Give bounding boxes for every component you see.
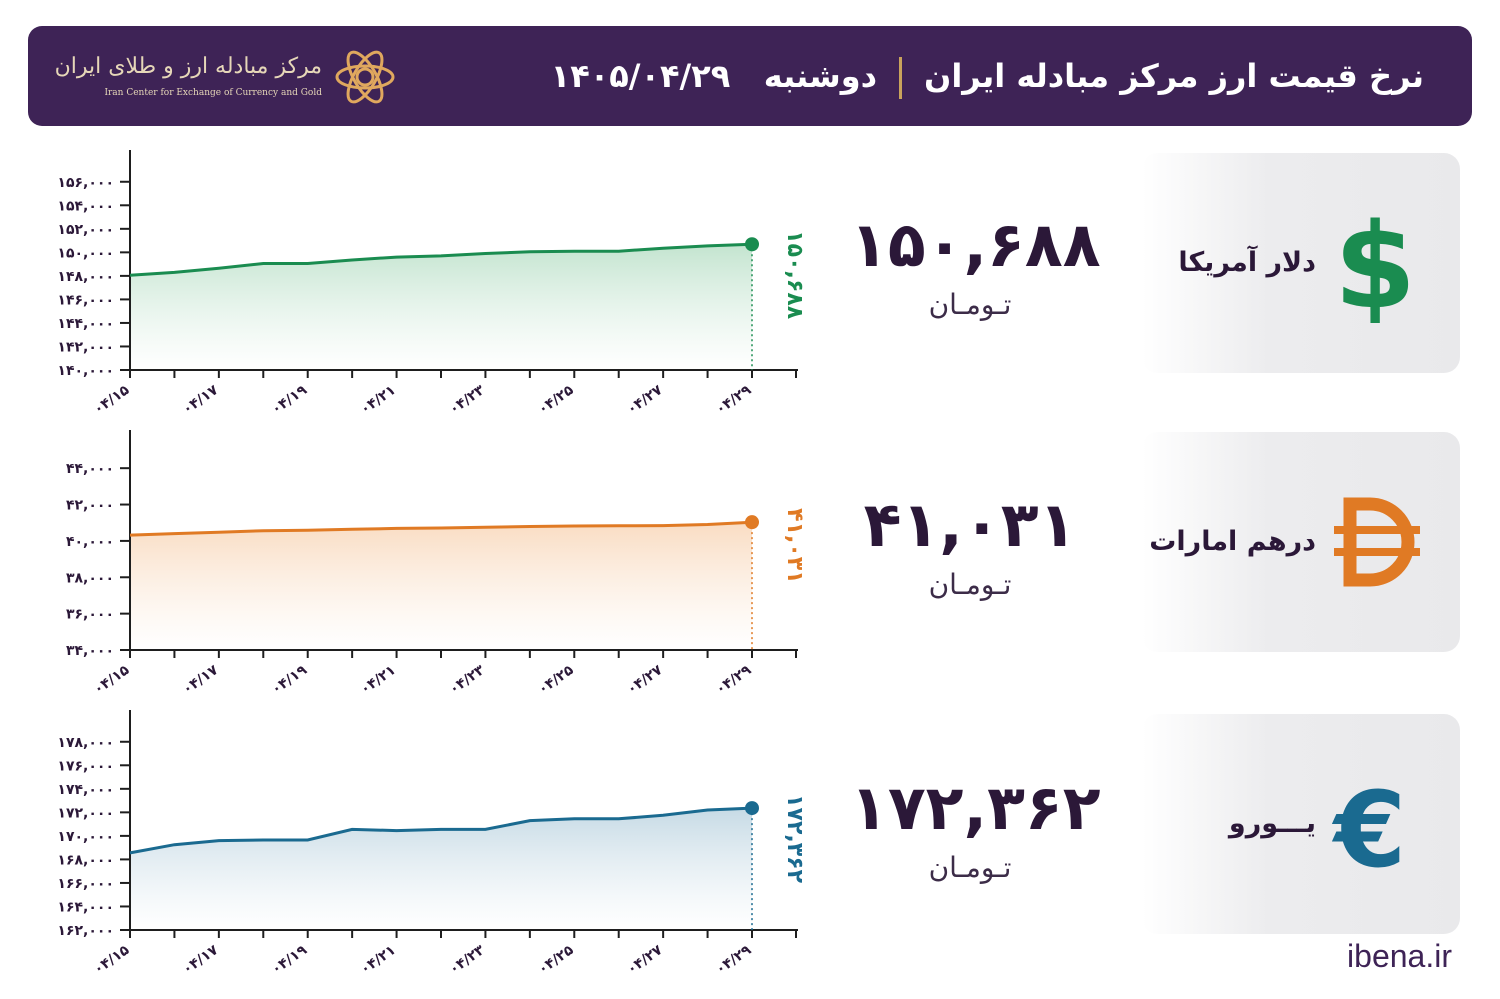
- eur-x-tick-label: ۰۴/۱۷: [180, 942, 222, 978]
- aed-last-value-label: ۴۱,۰۳۱: [782, 508, 807, 584]
- aed-x-tick-label: ۰۴/۲۵: [535, 662, 577, 698]
- usd-last-point: [745, 237, 759, 252]
- usd-x-tick-label: ۰۴/۱۹: [269, 382, 311, 418]
- site-url: ibena.ir: [1347, 938, 1452, 974]
- svg-text:$: $: [1334, 203, 1416, 323]
- usd-chart: ۱۴۰,۰۰۰ ۱۴۲,۰۰۰ ۱۴۴,۰۰۰ ۱۴۶,۰۰۰ ۱۴۸,۰۰۰ ۱۵۰,۰…: [0, 150, 820, 420]
- usd-x-tick-label: ۰۴/۱۵: [91, 382, 133, 418]
- date-text: ۱۴۰۵/۰۴/۲۹: [550, 57, 731, 95]
- aed-chart: ۳۴,۰۰۰ ۳۶,۰۰۰ ۳۸,۰۰۰ ۴۰,۰۰۰ ۴۲,۰۰۰ ۴۴,۰۰۰ ۰۴/۱…: [0, 430, 820, 700]
- dollar-sign-icon: $: [1334, 203, 1416, 323]
- usd-y-tick-label: ۱۵۴,۰۰۰: [57, 198, 114, 214]
- aed-value: ۴۱,۰۳۱: [863, 488, 1077, 561]
- aed-y-tick-label: ۴۰,۰۰۰: [66, 534, 114, 550]
- aed-y-tick-label: ۳۸,۰۰۰: [66, 570, 114, 586]
- eur-y-tick-label: ۱۷۸,۰۰۰: [57, 735, 114, 751]
- eur-y-tick-label: ۱۶۲,۰۰۰: [57, 923, 114, 939]
- eur-x-tick-label: ۰۴/۲۳: [446, 942, 488, 978]
- usd-y-tick-label: ۱۵۲,۰۰۰: [57, 222, 114, 238]
- usd-y-tick-label: ۱۴۴,۰۰۰: [57, 316, 114, 332]
- eur-y-tick-label: ۱۷۶,۰۰۰: [57, 758, 114, 774]
- title-separator: [899, 57, 903, 99]
- eur-y-tick-label: ۱۷۴,۰۰۰: [57, 782, 114, 798]
- eur-y-tick-label: ۱۷۰,۰۰۰: [57, 829, 114, 845]
- aed-card: درهم امارات: [1142, 432, 1460, 652]
- logo-text-fa: مرکز مبادله ارز و طلای ایران: [54, 54, 322, 79]
- usd-area: [130, 244, 752, 370]
- eur-x-tick-label: ۰۴/۲۷: [624, 942, 666, 978]
- dirham-sign-icon: [1334, 497, 1420, 587]
- usd-last-value-label: ۱۵۰,۶۸۸: [782, 230, 807, 319]
- eur-x-tick-label: ۰۴/۲۱: [357, 942, 398, 978]
- eur-y-tick-label: ۱۷۲,۰۰۰: [57, 805, 114, 821]
- usd-y-tick-label: ۱۴۸,۰۰۰: [57, 269, 114, 285]
- logo: مرکز مبادله ارز و طلای ایران Iran Center…: [55, 44, 398, 110]
- usd-x-tick-label: ۰۴/۲۷: [624, 382, 666, 418]
- aed-chart-svg: ۳۴,۰۰۰ ۳۶,۰۰۰ ۳۸,۰۰۰ ۴۰,۰۰۰ ۴۲,۰۰۰ ۴۴,۰۰۰ ۰۴/۱…: [66, 430, 807, 698]
- usd-chart-svg: ۱۴۰,۰۰۰ ۱۴۲,۰۰۰ ۱۴۴,۰۰۰ ۱۴۶,۰۰۰ ۱۴۸,۰۰۰ ۱۵۰,۰…: [57, 150, 807, 418]
- usd-value-block: ۱۵۰,۶۸۸ تـومـان: [850, 205, 1101, 325]
- svg-text:€: €: [1332, 769, 1406, 884]
- logo-emblem-icon: [335, 50, 395, 104]
- eur-x-tick-label: ۰۴/۲۹: [713, 942, 755, 978]
- eur-series-line: [129, 806, 753, 855]
- title-text: نرخ قیمت ارز مرکز مبادله ایران: [924, 57, 1424, 95]
- aed-x-tick-label: ۰۴/۲۱: [357, 662, 398, 698]
- usd-y-tick-label: ۱۵۰,۰۰۰: [57, 245, 114, 261]
- eur-last-point: [745, 801, 759, 816]
- eur-unit: تـومـان: [928, 851, 1012, 884]
- aed-label: درهم امارات: [1149, 526, 1316, 557]
- usd-y-tick-label: ۱۴۲,۰۰۰: [57, 339, 114, 355]
- aed-y-tick-label: ۴۴,۰۰۰: [66, 461, 114, 477]
- aed-x-tick-label: ۰۴/۲۷: [624, 662, 666, 698]
- aed-x-tick-label: ۰۴/۱۷: [180, 662, 222, 698]
- eur-label: یـــورو: [1228, 808, 1316, 839]
- eur-value: ۱۷۲,۳۶۲: [850, 771, 1101, 844]
- aed-last-point: [745, 515, 759, 530]
- eur-y-tick-label: ۱۶۴,۰۰۰: [57, 899, 114, 915]
- usd-x-tick-label: ۰۴/۲۳: [446, 382, 488, 418]
- logo-text-en: Iran Center for Exchange of Currency and…: [104, 88, 322, 98]
- eur-x-tick-label: ۰۴/۱۵: [91, 942, 133, 978]
- aed-x-tick-label: ۰۴/۱۵: [91, 662, 133, 698]
- eur-area: [130, 808, 752, 930]
- aed-series-line: [129, 520, 753, 537]
- usd-y-tick-label: ۱۴۰,۰۰۰: [57, 363, 114, 379]
- eur-card: یـــورو €: [1142, 714, 1460, 934]
- usd-x-tick-label: ۰۴/۲۵: [535, 382, 577, 418]
- usd-value: ۱۵۰,۶۸۸: [850, 208, 1101, 281]
- eur-last-value-label: ۱۷۲,۳۶۲: [782, 794, 807, 883]
- eur-chart-svg: ۱۶۲,۰۰۰ ۱۶۴,۰۰۰ ۱۶۶,۰۰۰ ۱۶۸,۰۰۰ ۱۷۰,۰۰۰ ۱۷۲,۰…: [57, 710, 807, 978]
- usd-card: دلار آمریکا $: [1142, 153, 1460, 373]
- eur-x-tick-label: ۰۴/۲۵: [535, 942, 577, 978]
- aed-y-tick-label: ۳۴,۰۰۰: [66, 643, 114, 659]
- euro-sign-icon: €: [1332, 769, 1406, 884]
- eur-x-tick-label: ۰۴/۱۹: [269, 942, 311, 978]
- aed-y-tick-label: ۴۲,۰۰۰: [66, 498, 114, 514]
- aed-unit: تـومـان: [928, 568, 1012, 601]
- page-title: نرخ قیمت ارز مرکز مبادله ایران دوشنبه ۱۴۰…: [551, 26, 1424, 126]
- usd-series-line: [129, 242, 753, 277]
- aed-x-tick-label: ۰۴/۲۳: [446, 662, 488, 698]
- aed-y-tick-label: ۳۶,۰۰۰: [66, 607, 114, 623]
- aed-area: [130, 522, 752, 650]
- usd-x-tick-label: ۰۴/۱۷: [180, 382, 222, 418]
- usd-y-tick-label: ۱۴۶,۰۰۰: [57, 292, 114, 308]
- header-bar: نرخ قیمت ارز مرکز مبادله ایران دوشنبه ۱۴۰…: [28, 26, 1472, 126]
- aed-value-block: ۴۱,۰۳۱ تـومـان: [850, 485, 1090, 605]
- eur-chart: ۱۶۲,۰۰۰ ۱۶۴,۰۰۰ ۱۶۶,۰۰۰ ۱۶۸,۰۰۰ ۱۷۰,۰۰۰ ۱۷۲,۰…: [0, 710, 820, 980]
- usd-x-tick-label: ۰۴/۲۱: [357, 382, 398, 418]
- usd-y-tick-label: ۱۵۶,۰۰۰: [57, 175, 114, 191]
- day-text: دوشنبه: [763, 57, 878, 95]
- aed-x-tick-label: ۰۴/۱۹: [269, 662, 311, 698]
- eur-y-tick-label: ۱۶۶,۰۰۰: [57, 876, 114, 892]
- usd-label: دلار آمریکا: [1178, 247, 1316, 278]
- eur-y-tick-label: ۱۶۸,۰۰۰: [57, 852, 114, 868]
- aed-x-tick-label: ۰۴/۲۹: [713, 662, 755, 698]
- eur-value-block: ۱۷۲,۳۶۲ تـومـان: [850, 768, 1101, 888]
- usd-unit: تـومـان: [928, 288, 1012, 321]
- usd-x-tick-label: ۰۴/۲۹: [713, 382, 755, 418]
